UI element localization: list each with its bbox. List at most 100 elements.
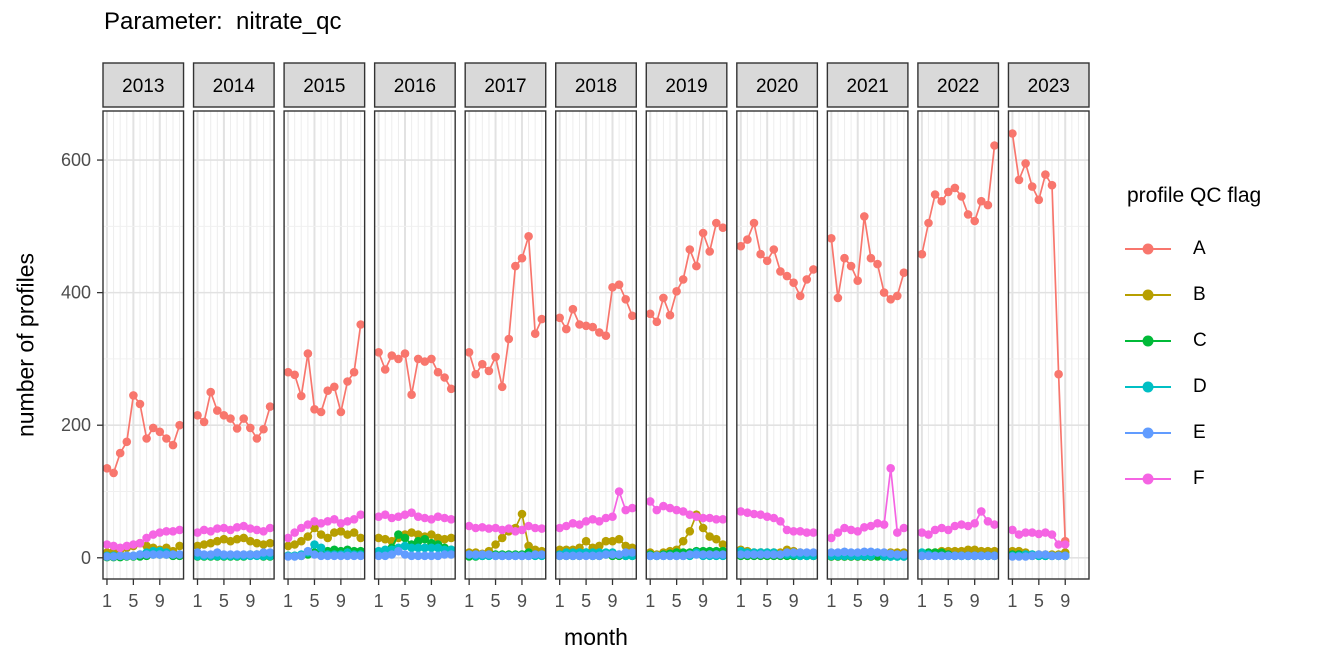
data-point-A xyxy=(265,402,275,411)
x-tick-label: 5 xyxy=(762,591,772,611)
facet-strip-2018: 2018 xyxy=(555,62,637,108)
data-point-F xyxy=(568,519,578,528)
data-point-F xyxy=(433,512,443,521)
data-point-E xyxy=(886,549,895,559)
data-point-C xyxy=(413,536,423,546)
data-point-A xyxy=(977,196,986,206)
data-point-A xyxy=(530,329,540,339)
data-point-A xyxy=(736,241,746,251)
series-F-2013 xyxy=(102,525,184,553)
data-point-A xyxy=(930,190,940,199)
data-point-E xyxy=(303,546,313,556)
data-point-E xyxy=(199,550,209,559)
series-E-2019 xyxy=(645,550,728,561)
data-point-F xyxy=(833,528,843,537)
data-point-A xyxy=(789,278,798,288)
data-point-A xyxy=(1021,159,1030,168)
data-point-E xyxy=(846,548,856,557)
series-F-2015 xyxy=(283,510,366,543)
data-point-D xyxy=(380,545,390,555)
data-point-A xyxy=(155,427,165,437)
facet-strip-label: 2022 xyxy=(937,76,979,97)
data-point-E xyxy=(148,550,158,559)
data-point-A xyxy=(782,271,792,281)
data-point-E xyxy=(446,550,456,559)
data-point-F xyxy=(478,523,487,532)
data-point-F xyxy=(511,527,520,536)
data-point-F xyxy=(440,513,449,523)
facet-strip-label: 2020 xyxy=(756,76,798,97)
facet-panel-2020 xyxy=(736,110,819,580)
data-point-E xyxy=(659,551,668,561)
data-point-E xyxy=(809,548,818,557)
data-point-A xyxy=(226,414,235,423)
data-point-E xyxy=(581,551,591,561)
series-E-2018 xyxy=(555,548,637,561)
series-F-2014 xyxy=(193,521,275,537)
data-point-F xyxy=(1060,540,1070,549)
data-point-B xyxy=(970,545,979,555)
data-point-A xyxy=(827,234,836,243)
data-point-A xyxy=(122,437,132,447)
data-point-E xyxy=(413,551,423,561)
data-point-E xyxy=(853,548,862,557)
data-point-B xyxy=(698,523,708,533)
x-tick-label: 1 xyxy=(283,591,293,611)
data-point-A xyxy=(115,448,125,458)
data-point-E xyxy=(718,550,728,559)
y-tick-label: 400 xyxy=(61,283,91,303)
x-tick-label: 1 xyxy=(826,591,836,611)
series-A-2017 xyxy=(464,232,547,392)
series-A-2014 xyxy=(193,387,275,443)
data-point-E xyxy=(614,550,624,559)
facet-strip-2017: 2017 xyxy=(464,62,547,108)
data-point-E xyxy=(343,551,352,561)
data-point-E xyxy=(977,551,986,561)
data-point-B xyxy=(349,528,359,537)
data-point-F xyxy=(524,521,533,531)
data-point-E xyxy=(568,551,578,561)
data-point-F xyxy=(1008,525,1017,535)
data-point-D xyxy=(427,543,436,553)
data-point-F xyxy=(232,523,242,532)
data-point-E xyxy=(562,551,571,561)
data-point-A xyxy=(645,309,655,319)
data-point-E xyxy=(1047,551,1057,561)
data-point-E xyxy=(440,550,449,559)
data-point-E xyxy=(471,550,481,559)
data-point-F xyxy=(175,525,184,535)
data-point-E xyxy=(400,550,410,559)
data-point-A xyxy=(1014,175,1024,185)
data-point-B xyxy=(712,534,721,544)
data-point-A xyxy=(628,311,637,321)
data-point-A xyxy=(219,411,229,420)
data-point-B xyxy=(601,536,611,546)
data-point-E xyxy=(316,551,326,561)
data-point-F xyxy=(628,503,637,513)
data-point-A xyxy=(795,291,805,301)
data-point-B xyxy=(206,538,215,548)
data-point-B xyxy=(297,536,306,546)
data-point-A xyxy=(356,320,366,329)
data-point-F xyxy=(698,513,708,523)
data-point-E xyxy=(310,550,319,559)
data-point-A xyxy=(175,420,184,430)
data-point-A xyxy=(860,212,869,221)
series-F-2023 xyxy=(1008,525,1070,549)
data-point-A xyxy=(614,280,624,290)
plot-title: Parameter: nitrate_qc xyxy=(104,8,342,35)
data-point-E xyxy=(504,551,514,561)
data-point-F xyxy=(749,509,759,519)
data-point-A xyxy=(517,253,527,263)
series-E-2016 xyxy=(374,546,456,561)
data-point-F xyxy=(963,521,973,531)
x-tick-label: 5 xyxy=(672,591,682,611)
data-point-B xyxy=(524,541,533,551)
data-point-E xyxy=(1014,552,1024,561)
data-point-E xyxy=(239,550,248,559)
data-point-B xyxy=(310,523,319,533)
data-point-F xyxy=(400,510,410,519)
data-point-A xyxy=(374,348,383,357)
x-tick-label: 9 xyxy=(245,591,255,611)
panel-border xyxy=(283,110,366,580)
